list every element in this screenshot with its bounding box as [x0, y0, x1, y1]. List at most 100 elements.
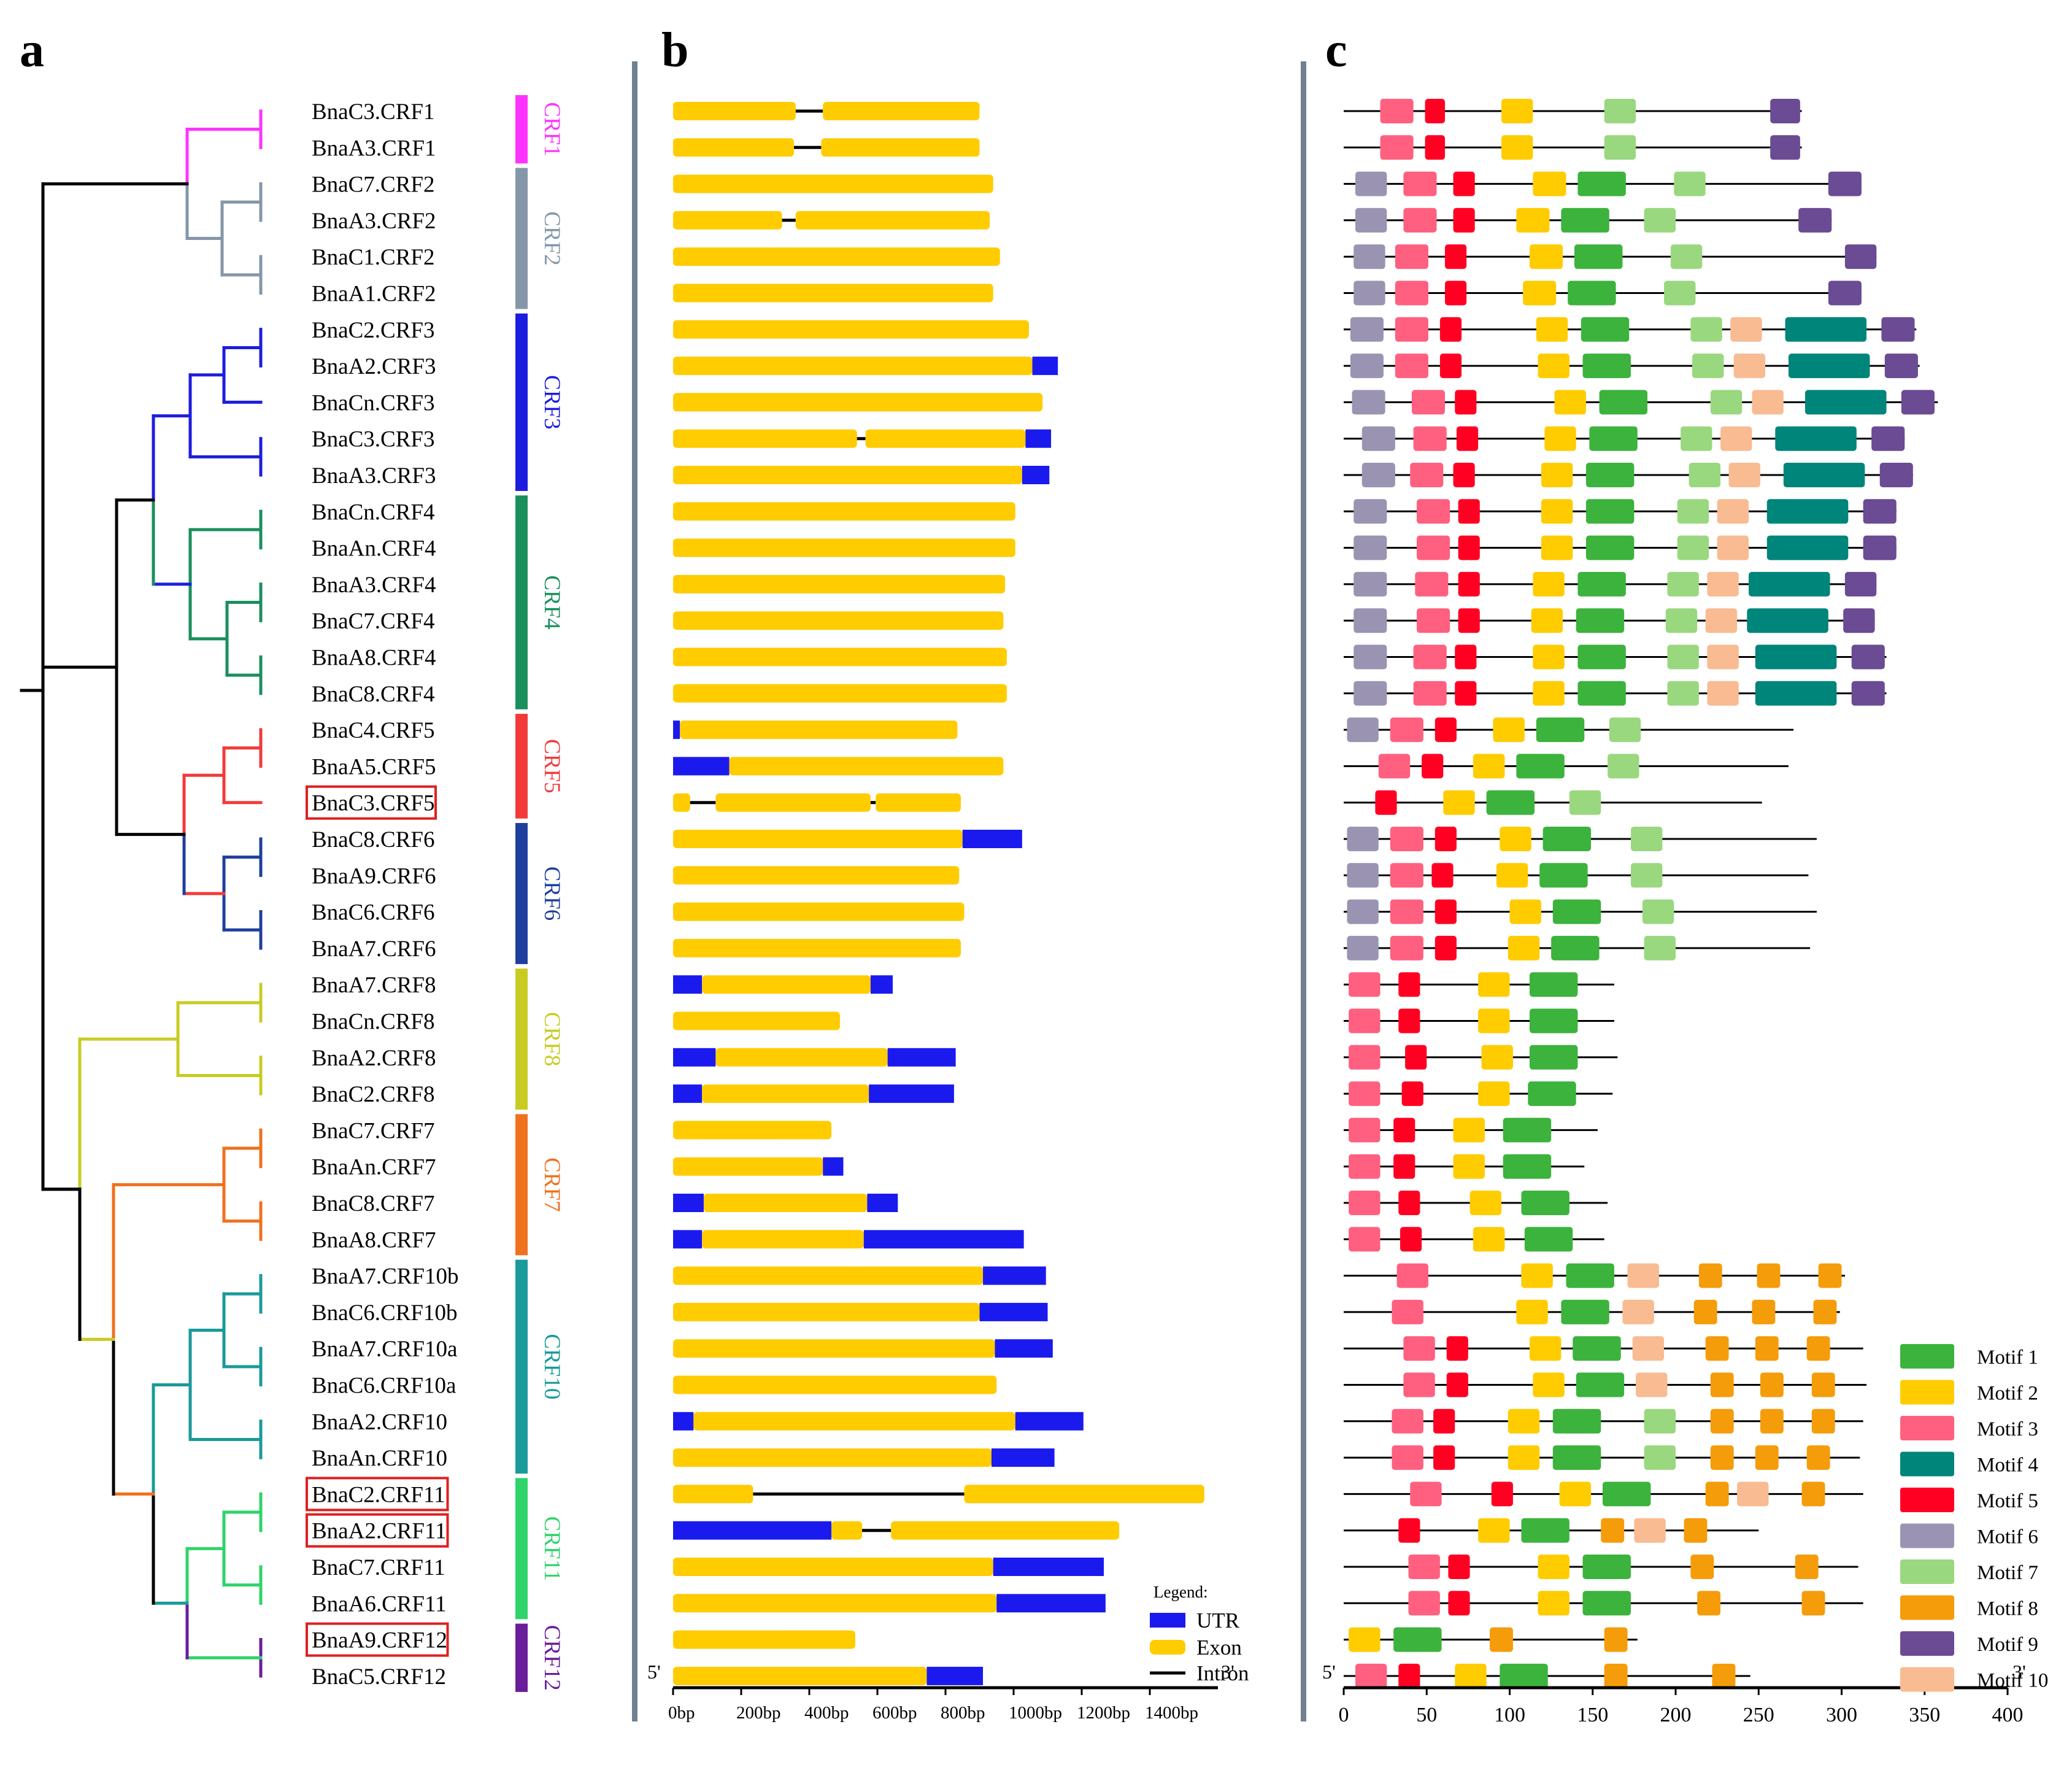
motif-7-block: [1604, 99, 1636, 123]
motif-5-block: [1405, 1045, 1427, 1070]
motif-legend-swatch: [1900, 1523, 1954, 1548]
motif-8-block: [1755, 1445, 1779, 1470]
gene-label: BnaC8.CRF6: [312, 827, 434, 852]
motif-8-block: [1698, 1263, 1722, 1288]
motif-5-block: [1398, 1518, 1420, 1543]
motif-2-block: [1516, 207, 1550, 233]
exon: [673, 174, 993, 193]
motif-8-block: [1760, 1372, 1784, 1397]
exon: [795, 211, 990, 230]
motif-tick-label: 200: [1660, 1704, 1692, 1726]
panel-b-divider: [632, 61, 637, 1721]
motif-tick-label: 0: [1339, 1704, 1349, 1726]
motif-1-block: [1566, 1263, 1614, 1288]
motif-7-block: [1630, 863, 1663, 888]
motif-6-block: [1350, 317, 1384, 342]
motif-7-block: [1644, 207, 1676, 233]
motif-7-block: [1664, 280, 1696, 306]
utr: [1032, 357, 1058, 376]
structure-tick-label: 1200bp: [1077, 1703, 1130, 1723]
motif-9-block: [1844, 244, 1877, 269]
motif-2-block: [1531, 608, 1563, 633]
motif-6-block: [1354, 499, 1387, 524]
motif-5-block: [1400, 1227, 1422, 1252]
gene-structures: [673, 102, 1204, 1685]
subfamily-bar: [515, 1478, 528, 1620]
motif-2-block: [1529, 244, 1563, 269]
motif-7-block: [1608, 754, 1639, 779]
utr: [1022, 466, 1050, 484]
motif-8-block: [1604, 1663, 1628, 1688]
motif-5-block: [1435, 717, 1457, 743]
exon: [680, 721, 958, 740]
subfamily-label: CRF7: [539, 1157, 564, 1211]
exon: [673, 938, 961, 957]
motif-5-block: [1446, 1372, 1468, 1397]
structure-tick-label: 1400bp: [1145, 1703, 1198, 1723]
motif-6-block: [1354, 280, 1385, 306]
subfamily-bar: [515, 313, 528, 491]
exon: [673, 102, 796, 120]
motif-1-block: [1582, 1555, 1631, 1579]
motif-legend-label: Motif 9: [1977, 1634, 2038, 1656]
exon: [673, 284, 993, 303]
gene-label: BnaC8.CRF4: [312, 682, 434, 707]
motif-5-block: [1398, 1663, 1420, 1688]
exon: [673, 1630, 855, 1649]
motif-6-block: [1361, 463, 1395, 487]
motif-6-block: [1347, 827, 1379, 851]
motif-3prime: 3': [2012, 1661, 2026, 1683]
motif-5-block: [1453, 171, 1475, 196]
utr: [673, 1521, 832, 1540]
gene-label: BnaC2.CRF11: [312, 1482, 445, 1507]
motif-6-block: [1347, 717, 1379, 743]
exon: [673, 1266, 984, 1285]
motif-2-block: [1516, 1299, 1548, 1324]
gene-label: BnaA2.CRF11: [312, 1519, 447, 1544]
motif-axis: 5' 3' 0 50 100 150 200 250 300 350 400: [1322, 1661, 2026, 1726]
motif-3-block: [1349, 1118, 1381, 1143]
motif-1-block: [1585, 535, 1635, 560]
exon: [702, 975, 871, 994]
motif-2-block: [1443, 790, 1475, 815]
motif-7-block: [1674, 171, 1706, 196]
gene-label: BnaA2.CRF3: [312, 354, 436, 379]
gene-label: BnaC1.CRF2: [312, 245, 434, 270]
motif-2-block: [1473, 1227, 1505, 1252]
motif-9-block: [1863, 499, 1897, 524]
motif-9-block: [1828, 171, 1862, 196]
motif-5-block: [1453, 207, 1475, 233]
exon: [821, 138, 980, 157]
motif-4-block: [1788, 353, 1870, 379]
subfamily-bar: [515, 823, 528, 964]
motif-1-block: [1577, 681, 1626, 706]
exon: [673, 1485, 753, 1504]
motif-3-block: [1403, 1372, 1435, 1397]
utr: [962, 830, 1022, 848]
motif-3-block: [1349, 972, 1381, 997]
motif-2-block: [1544, 426, 1576, 451]
gene-label: BnaA9.CRF12: [312, 1628, 447, 1653]
motif-5-block: [1375, 790, 1397, 815]
exon: [673, 1558, 993, 1576]
motif-8-block: [1813, 1299, 1837, 1324]
motif-2-block: [1509, 899, 1541, 924]
motif-3-block: [1378, 754, 1411, 779]
motif-tick-label: 300: [1826, 1704, 1857, 1726]
motif-2-block: [1481, 1045, 1513, 1070]
highlight-box: [306, 1513, 449, 1548]
motif-6-block: [1355, 207, 1387, 233]
motif-3-block: [1410, 463, 1444, 487]
motif-legend-swatch: [1900, 1416, 1954, 1440]
motif-6-block: [1352, 390, 1385, 415]
motif-10-block: [1632, 1336, 1665, 1361]
structure-tick-label: 600bp: [872, 1703, 917, 1723]
motif-6-block: [1354, 681, 1387, 706]
motif-2-block: [1541, 463, 1573, 487]
motif-2-block: [1533, 644, 1565, 670]
subfamily-label: CRF6: [539, 867, 564, 921]
gene-label: BnaAn.CRF4: [312, 536, 436, 562]
motif-7-block: [1677, 499, 1709, 524]
motif-legend-label: Motif 10: [1977, 1670, 2048, 1692]
gene-label: BnaC3.CRF5: [312, 791, 434, 816]
